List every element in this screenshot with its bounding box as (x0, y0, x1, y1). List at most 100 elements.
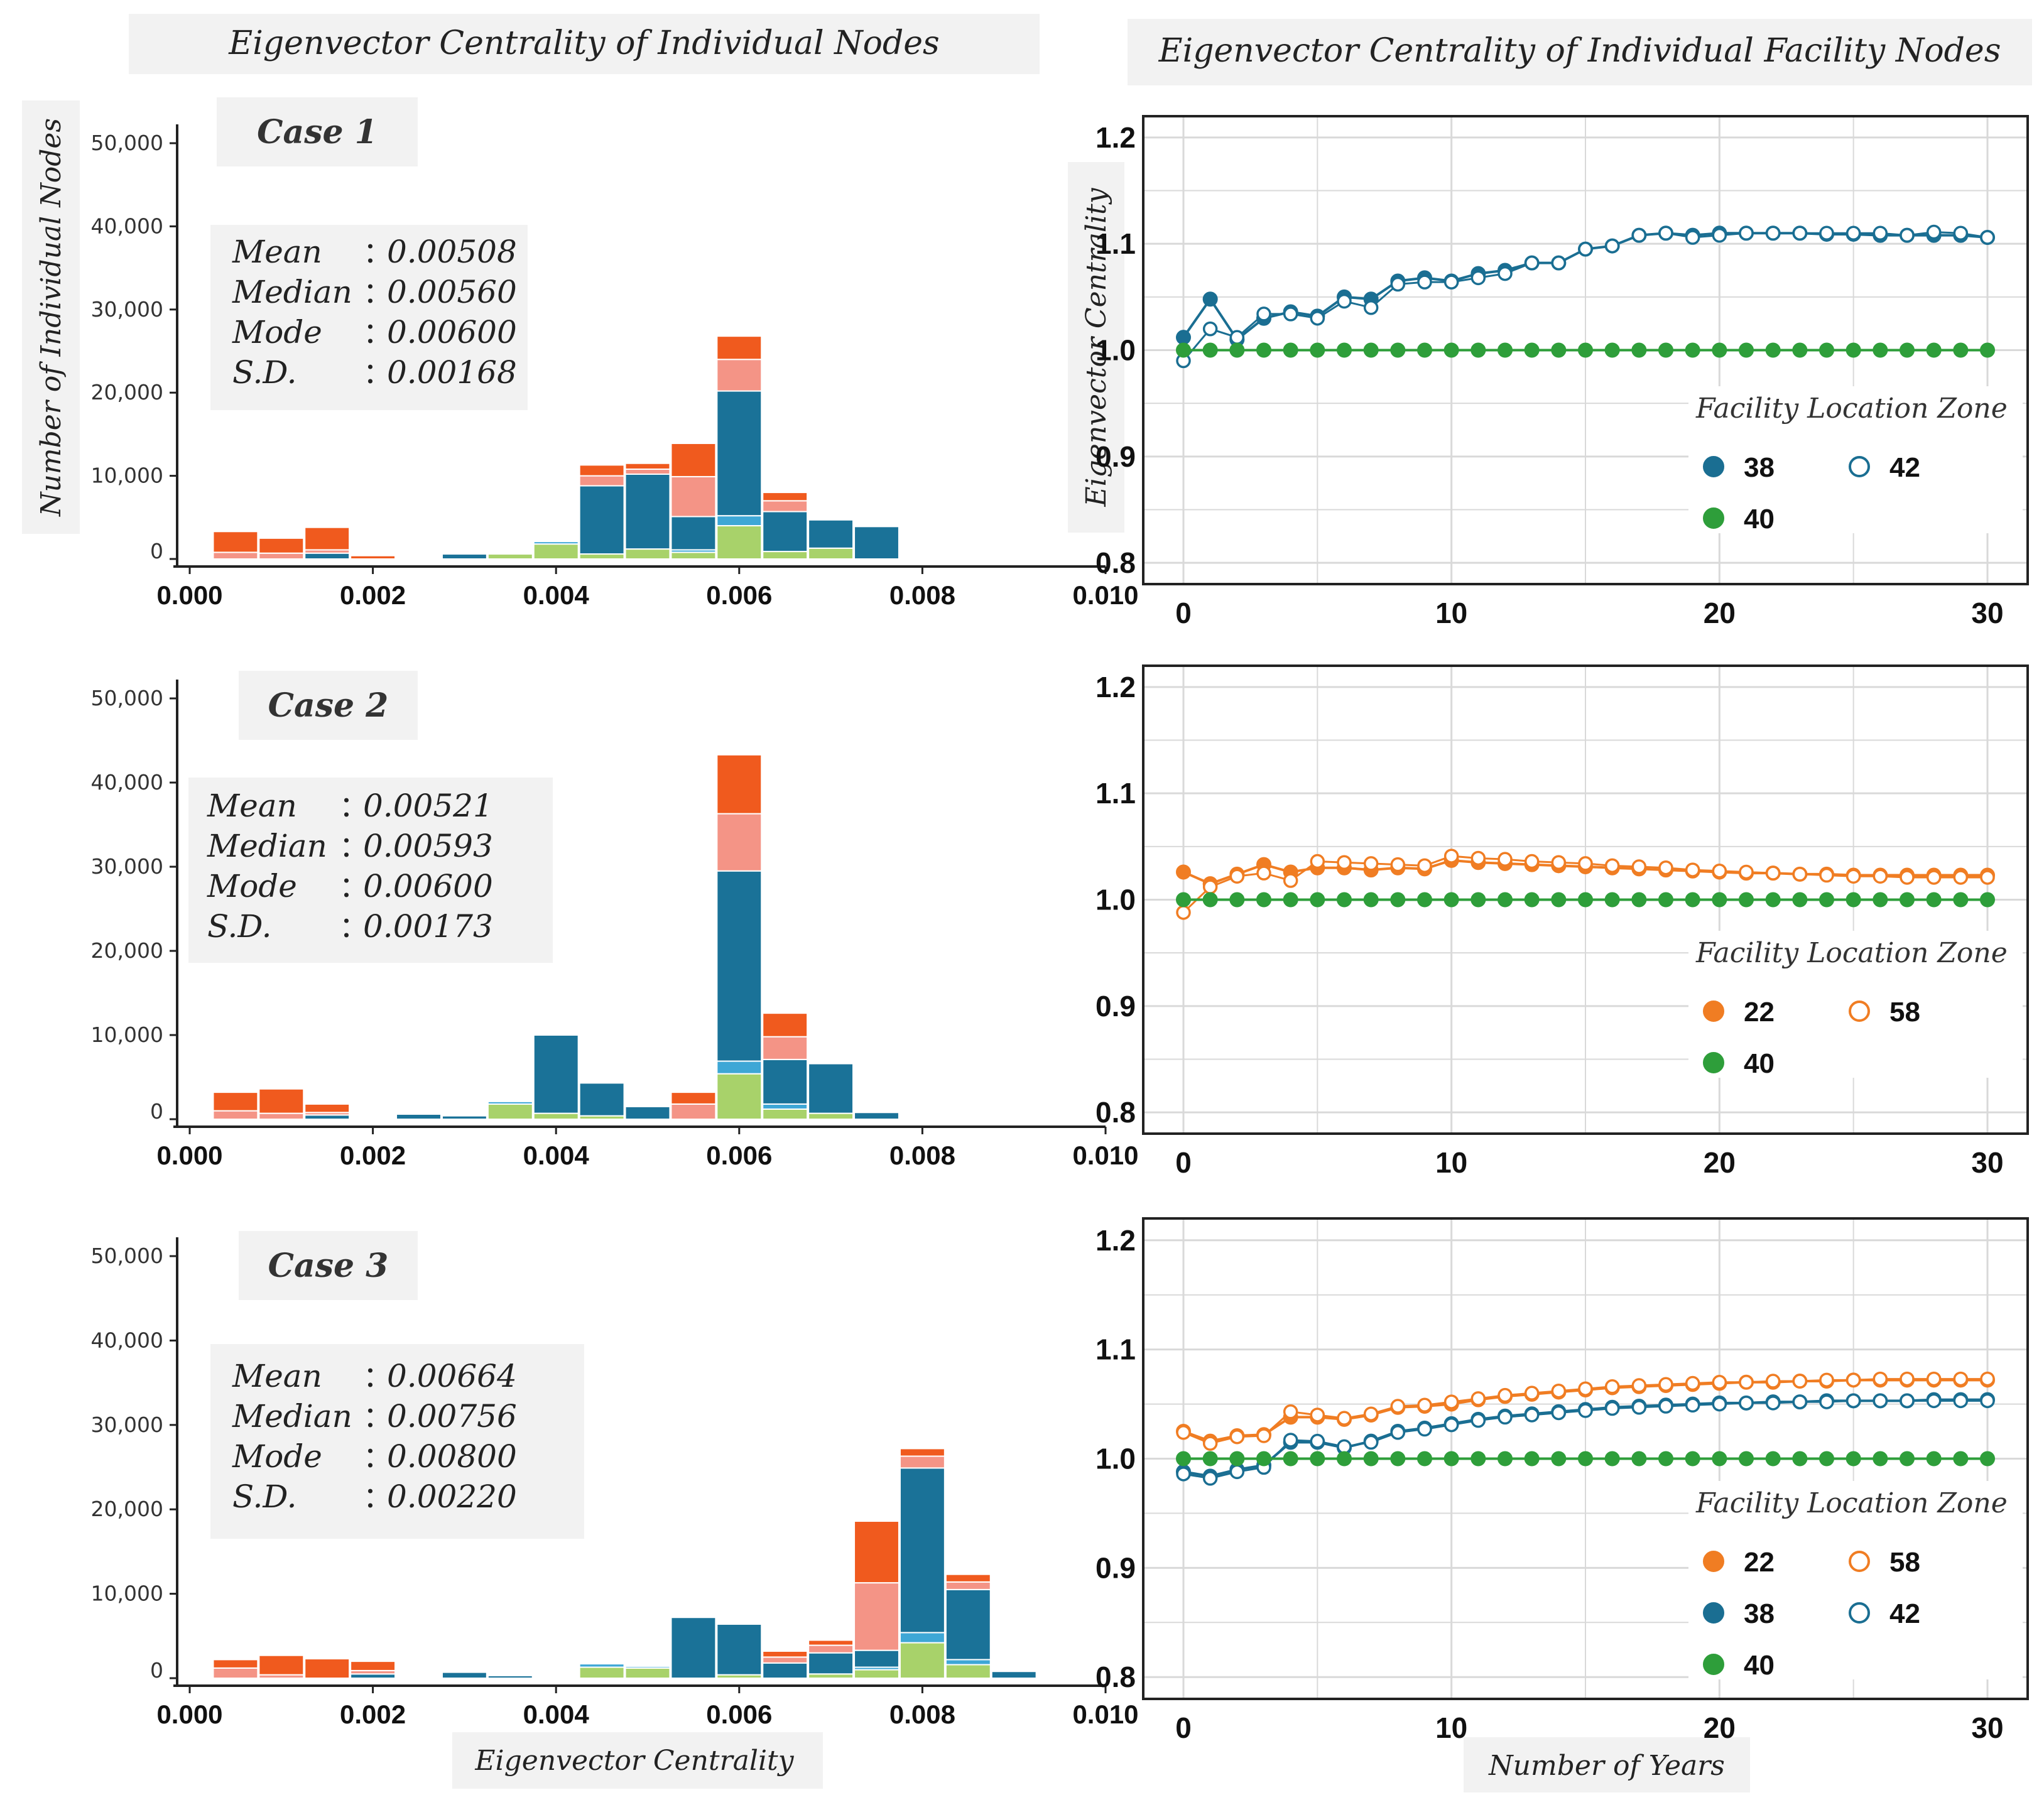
histogram-bar-segment (533, 1034, 579, 1114)
series-point-40 (1363, 1451, 1379, 1467)
histogram-bar-segment (854, 1112, 900, 1120)
stat-label: Mean (232, 234, 322, 270)
histogram-bar-segment (533, 541, 579, 545)
series-point-40 (1417, 892, 1432, 908)
histogram-bar-segment (716, 359, 763, 392)
x-tick-label: 10 (1435, 1711, 1467, 1744)
series-point-40 (1953, 892, 1969, 908)
stat-separator: ： (363, 356, 392, 390)
y-tick-label: 10,000 (91, 464, 163, 488)
y-tick-label: 20,000 (91, 380, 163, 404)
series-point-42 (1470, 1413, 1486, 1428)
histogram-bar-segment (945, 1664, 991, 1679)
legend-label-40: 40 (1744, 504, 1775, 534)
series-point-40 (1470, 892, 1486, 908)
series-point-40 (1498, 1451, 1513, 1467)
legend-label-22: 22 (1744, 1547, 1775, 1578)
histogram-bar-segment (579, 1666, 625, 1679)
series-point-58 (1631, 1378, 1647, 1393)
stat-label: Mean (207, 788, 297, 824)
x-tick-label: 0 (1175, 597, 1192, 629)
series-point-58 (1792, 867, 1808, 882)
series-point-40 (1524, 1451, 1540, 1467)
series-point-58 (1390, 1399, 1406, 1414)
histogram-bar-segment (212, 1110, 259, 1120)
legend-label-38: 38 (1744, 1598, 1775, 1629)
series-point-40 (1310, 1451, 1325, 1467)
series-point-58 (1524, 854, 1540, 869)
histogram-bar-segment (212, 551, 259, 560)
histogram-bar-segment (945, 1581, 991, 1590)
stat-separator: ： (339, 830, 368, 864)
series-point-42 (1498, 1409, 1513, 1425)
left-title-box (129, 14, 1040, 74)
y-tick-label: 0.9 (1095, 1551, 1136, 1584)
series-point-42 (1846, 1393, 1861, 1409)
stat-label: S.D. (207, 908, 272, 945)
series-point-40 (1390, 892, 1406, 908)
y-tick-label: 30,000 (91, 297, 163, 322)
histogram-bar-segment (624, 1666, 671, 1669)
stat-value: 0.00600 (363, 868, 493, 904)
right-ylabel: Eigenvector Centrality (1080, 187, 1112, 507)
series-point-42 (1604, 238, 1620, 254)
stat-separator: ： (363, 1440, 392, 1474)
series-point-40 (1953, 1451, 1969, 1467)
histogram-bar-segment (945, 1573, 991, 1583)
histogram-bar-segment (762, 511, 808, 553)
histogram-bar-segment (991, 1671, 1037, 1679)
histogram-bar-segment (762, 1650, 808, 1658)
series-point-40 (1819, 342, 1834, 358)
histogram-bar-segment (579, 1082, 625, 1117)
histogram-bar-segment (258, 552, 305, 560)
histogram-bar-segment (441, 1115, 487, 1120)
y-tick-label: 40,000 (91, 1328, 163, 1352)
series-point-40 (1631, 1451, 1647, 1467)
histogram-bar-segment (716, 813, 763, 872)
series-point-58 (1443, 1394, 1459, 1409)
series-point-40 (1604, 1451, 1620, 1467)
histogram-bar-segment (212, 531, 259, 553)
series-point-58 (1417, 1397, 1432, 1413)
series-point-42 (1792, 1394, 1808, 1409)
series-point-58 (1846, 869, 1861, 884)
series-point-58 (1819, 1372, 1834, 1388)
series-point-40 (1792, 342, 1808, 358)
y-tick-label: 1.0 (1095, 884, 1136, 916)
series-point-40 (1229, 1451, 1245, 1467)
y-tick-label: 1.0 (1095, 1443, 1136, 1475)
histogram-bar-segment (670, 1092, 717, 1105)
legend-marker-42 (1849, 456, 1870, 477)
series-point-42 (1578, 1403, 1593, 1418)
series-point-58 (1337, 1411, 1352, 1426)
x-tick-label: 0.006 (706, 1700, 772, 1729)
case-label-box (217, 97, 418, 166)
stat-separator: ： (339, 910, 368, 944)
series-point-40 (1310, 342, 1325, 358)
stat-separator: ： (363, 316, 392, 350)
series-point-40 (1926, 342, 1942, 358)
series-point-40 (1337, 342, 1352, 358)
histogram-bar-segment (808, 519, 854, 549)
legend-label-40: 40 (1744, 1048, 1775, 1079)
y-tick-label: 50,000 (91, 1244, 163, 1268)
series-point-42 (1229, 330, 1245, 345)
series-point-40 (1283, 342, 1298, 358)
legend-marker-58 (1849, 1001, 1870, 1022)
histogram-bar-segment (854, 526, 900, 560)
y-tick-label: 1.2 (1095, 1224, 1136, 1257)
series-point-40 (1202, 342, 1218, 358)
stat-separator: ： (363, 1400, 392, 1434)
series-point-42 (1310, 1433, 1325, 1449)
y-tick-label: 1.1 (1095, 227, 1136, 260)
series-point-40 (1363, 342, 1379, 358)
series-point-58 (1765, 1374, 1781, 1389)
series-point-38 (1176, 330, 1191, 345)
series-point-58 (1631, 859, 1647, 874)
facility-chart-2: 0.8 0.9 1.0 1.1 1.2 0 10 20 30 Facility Location … (1095, 664, 2029, 1179)
legend-label-58: 58 (1889, 1547, 1920, 1578)
x-tick-label: 20 (1704, 597, 1736, 629)
histogram-bar-segment (762, 551, 808, 560)
series-point-42 (1363, 300, 1379, 315)
series-point-40 (1417, 1451, 1432, 1467)
